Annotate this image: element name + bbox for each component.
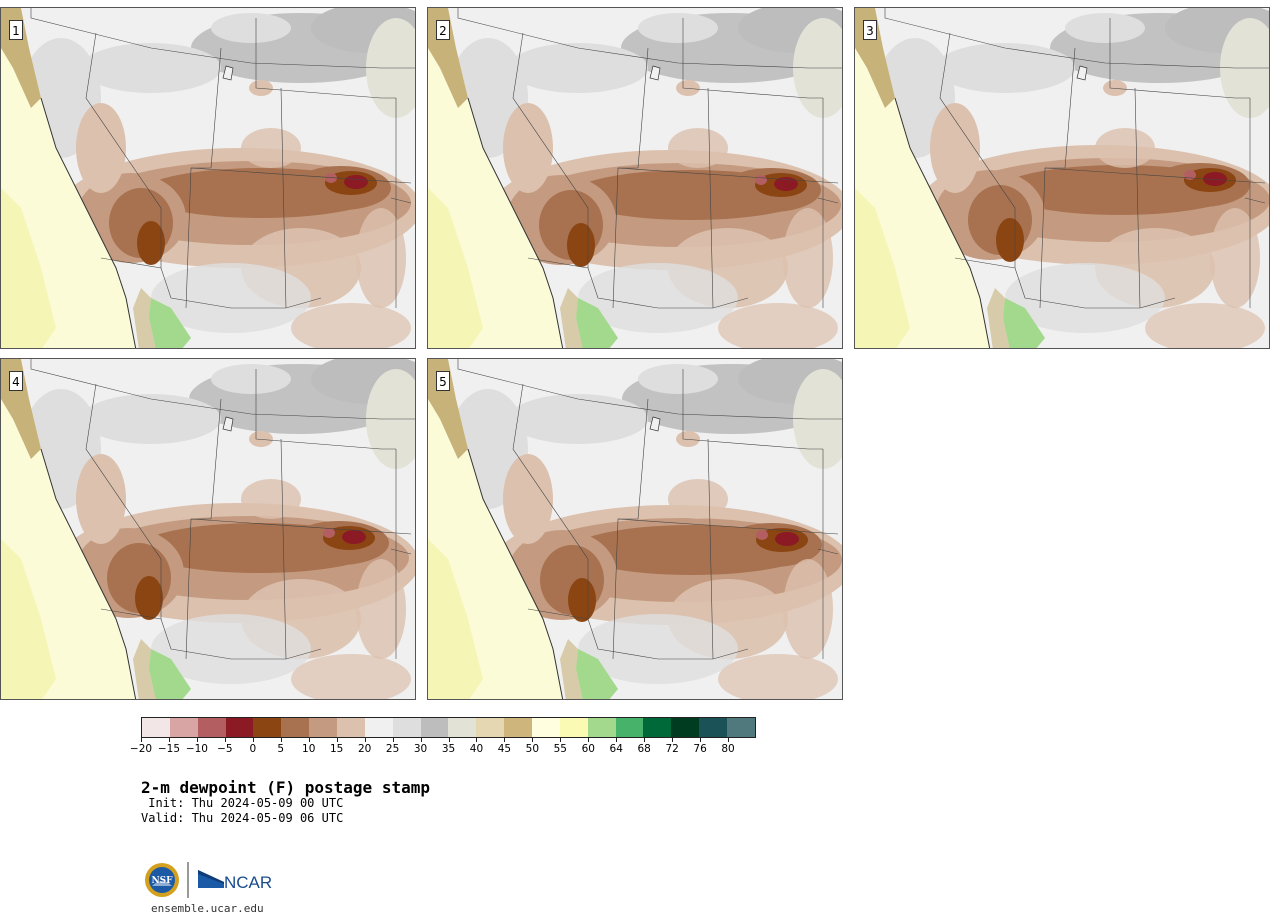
colorbar-swatch	[699, 718, 728, 737]
colorbar-swatch	[448, 718, 477, 737]
colorbar-swatch	[364, 718, 393, 737]
member-label: 5	[436, 371, 450, 391]
colorbar-tick: 50	[512, 738, 552, 755]
colorbar-tick: 64	[596, 738, 636, 755]
colorbar-swatch	[169, 718, 198, 737]
colorbar-tick-label: 50	[525, 743, 540, 755]
colorbar-tick-label: 45	[497, 743, 512, 755]
colorbar-swatch	[615, 718, 644, 737]
map-panel: 2	[427, 7, 843, 349]
colorbar-tick: 80	[708, 738, 748, 755]
colorbar-tick-label: −20	[129, 743, 153, 755]
colorbar-tick-label: 55	[553, 743, 567, 755]
dewpoint-map	[855, 8, 1269, 348]
colorbar-tick-label: 0	[249, 743, 257, 755]
site-url: ensemble.ucar.edu	[151, 902, 264, 915]
colorbar-tick-label: 76	[693, 743, 707, 755]
colorbar-swatch	[337, 718, 365, 737]
colorbar-tick-label: 15	[329, 743, 344, 755]
colorbar-swatch	[476, 718, 505, 737]
colorbar-tick-label: 30	[413, 743, 428, 755]
colorbar-tick: 72	[652, 738, 692, 755]
svg-text:NCAR: NCAR	[224, 873, 272, 892]
nsf-seal-icon: NSF	[145, 863, 179, 897]
colorbar-tick: −20	[121, 738, 161, 755]
colorbar-tick: −15	[149, 738, 189, 755]
colorbar-tick: 20	[345, 738, 385, 755]
ncar-logo-icon: NCAR	[198, 870, 272, 892]
colorbar-tick: 45	[484, 738, 524, 755]
colorbar-swatch	[671, 718, 700, 737]
colorbar-tick: 0	[233, 738, 273, 755]
map-panel: 3	[854, 7, 1270, 349]
colorbar-ticks: −20 −15 −10 −5 0 5 10 15 20 25 30 35 40 45 50 55 60 64 68 7…	[130, 738, 756, 758]
colorbar-tick-label: 64	[609, 743, 623, 755]
colorbar-tick-label: −10	[185, 743, 208, 755]
colorbar-tick: −5	[205, 738, 245, 755]
colorbar-swatch	[392, 718, 421, 737]
colorbar-swatch	[225, 718, 254, 737]
colorbar	[141, 717, 756, 738]
colorbar-tick-label: 80	[721, 743, 735, 755]
colorbar-tick-label: −15	[157, 743, 181, 755]
member-label: 1	[9, 20, 23, 40]
dewpoint-map	[428, 8, 842, 348]
colorbar-tick-label: 25	[385, 743, 400, 755]
colorbar-tick: 40	[456, 738, 496, 755]
plot-title: 2-m dewpoint (F) postage stamp	[141, 778, 430, 797]
colorbar-tick: 76	[680, 738, 720, 755]
colorbar-swatch	[504, 718, 533, 737]
map-panel: 5	[427, 358, 843, 700]
colorbar-tick-label: 5	[277, 743, 285, 755]
valid-time: Valid: Thu 2024-05-09 06 UTC	[141, 811, 344, 825]
colorbar-swatch	[142, 718, 170, 737]
colorbar-swatch	[197, 718, 226, 737]
map-panel: 1	[0, 7, 416, 349]
svg-text:NSF: NSF	[151, 876, 173, 886]
colorbar-tick-label: −5	[217, 743, 233, 755]
colorbar-tick-label: 35	[441, 743, 456, 755]
colorbar-tick: 5	[261, 738, 301, 755]
colorbar-tick: 35	[429, 738, 469, 755]
member-label: 4	[9, 371, 23, 391]
colorbar-swatch	[727, 718, 755, 737]
colorbar-swatch	[643, 718, 672, 737]
dewpoint-map	[428, 359, 842, 699]
colorbar-tick-label: 60	[581, 743, 595, 755]
nsf-ncar-logo: NSF NCAR	[145, 862, 272, 898]
colorbar-tick-label: 68	[637, 743, 651, 755]
colorbar-swatch	[532, 718, 560, 737]
colorbar-swatch	[420, 718, 449, 737]
colorbar-tick: 30	[401, 738, 441, 755]
colorbar-tick: 15	[317, 738, 357, 755]
member-label: 3	[863, 20, 877, 40]
colorbar-tick: 55	[540, 738, 580, 755]
colorbar-tick-label: 20	[357, 743, 372, 755]
colorbar-tick: 25	[373, 738, 413, 755]
colorbar-swatch	[309, 718, 338, 737]
colorbar-swatch	[559, 718, 588, 737]
dewpoint-map	[1, 359, 415, 699]
map-panel: 4	[0, 358, 416, 700]
dewpoint-map	[1, 8, 415, 348]
colorbar-swatch	[281, 718, 310, 737]
colorbar-tick-label: 10	[302, 743, 316, 755]
init-time: Init: Thu 2024-05-09 00 UTC	[141, 796, 344, 810]
colorbar-tick: 60	[568, 738, 608, 755]
colorbar-tick: 10	[289, 738, 329, 755]
colorbar-swatch	[253, 718, 282, 737]
colorbar-tick-label: 72	[665, 743, 679, 755]
colorbar-tick: 68	[624, 738, 664, 755]
colorbar-tick: −10	[177, 738, 217, 755]
colorbar-swatch	[587, 718, 616, 737]
colorbar-tick-label: 40	[469, 743, 484, 755]
member-label: 2	[436, 20, 450, 40]
